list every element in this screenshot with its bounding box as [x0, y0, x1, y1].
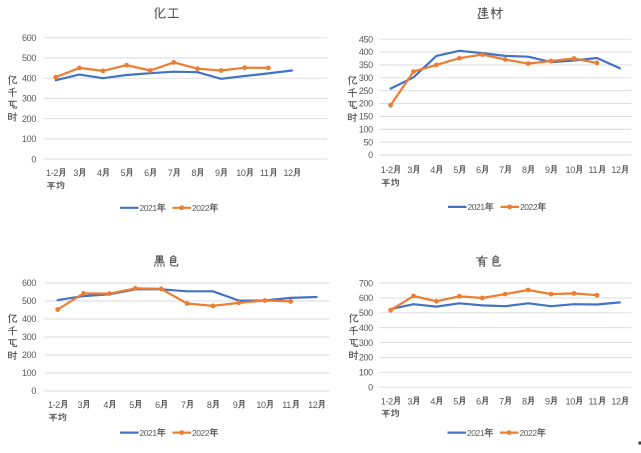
- svg-text:3: 3: [73, 168, 78, 178]
- svg-text:0: 0: [368, 382, 373, 392]
- svg-text:8: 8: [207, 400, 212, 410]
- svg-text:7: 7: [168, 168, 173, 178]
- svg-text:9: 9: [545, 396, 550, 406]
- svg-text:200: 200: [359, 99, 373, 109]
- svg-text:3: 3: [407, 165, 412, 175]
- svg-text:600: 600: [22, 278, 36, 288]
- svg-text:12: 12: [611, 165, 621, 175]
- svg-text:10: 10: [256, 400, 266, 410]
- svg-text:7: 7: [499, 396, 504, 406]
- svg-text:300: 300: [359, 73, 373, 83]
- svg-text:250: 250: [359, 86, 373, 96]
- svg-text:10: 10: [566, 165, 576, 175]
- svg-text:7: 7: [181, 400, 186, 410]
- svg-text:9: 9: [215, 168, 220, 178]
- svg-text:7: 7: [499, 165, 504, 175]
- svg-text:4: 4: [430, 165, 435, 175]
- svg-text:4: 4: [430, 396, 435, 406]
- svg-text:6: 6: [476, 396, 481, 406]
- svg-text:350: 350: [359, 60, 373, 70]
- svg-text:2021: 2021: [140, 428, 158, 438]
- svg-text:9: 9: [233, 400, 238, 410]
- svg-text:3: 3: [78, 400, 83, 410]
- svg-text:500: 500: [22, 53, 36, 63]
- svg-text:2022: 2022: [520, 202, 538, 212]
- svg-text:600: 600: [359, 293, 373, 303]
- svg-text:4: 4: [103, 400, 108, 410]
- svg-text:1-2: 1-2: [381, 396, 393, 406]
- svg-text:3: 3: [407, 396, 412, 406]
- svg-text:6: 6: [155, 400, 160, 410]
- svg-text:5: 5: [453, 165, 458, 175]
- svg-text:400: 400: [22, 314, 36, 324]
- svg-text:100: 100: [359, 124, 373, 134]
- svg-text:8: 8: [522, 396, 527, 406]
- svg-text:500: 500: [359, 308, 373, 318]
- svg-text:300: 300: [22, 332, 36, 342]
- svg-text:700: 700: [359, 278, 373, 288]
- svg-text:150: 150: [359, 112, 373, 122]
- svg-text:2022: 2022: [192, 428, 210, 438]
- svg-text:6: 6: [144, 168, 149, 178]
- svg-text:200: 200: [359, 353, 373, 363]
- svg-text:9: 9: [545, 165, 550, 175]
- svg-text:200: 200: [22, 114, 36, 124]
- svg-text:8: 8: [191, 168, 196, 178]
- svg-text:4: 4: [97, 168, 102, 178]
- svg-text:11: 11: [282, 400, 291, 410]
- svg-text:5: 5: [453, 396, 458, 406]
- svg-text:400: 400: [22, 73, 36, 83]
- svg-text:12: 12: [283, 168, 293, 178]
- svg-text:5: 5: [121, 168, 126, 178]
- svg-text:2021: 2021: [140, 203, 158, 213]
- svg-text:12: 12: [611, 396, 621, 406]
- svg-text:11: 11: [588, 396, 597, 406]
- svg-text:1-2: 1-2: [46, 168, 58, 178]
- svg-text:600: 600: [22, 33, 36, 43]
- svg-text:2022: 2022: [520, 428, 538, 438]
- svg-text:0: 0: [31, 154, 36, 164]
- svg-text:10: 10: [236, 168, 246, 178]
- svg-text:1-2: 1-2: [381, 165, 393, 175]
- svg-text:500: 500: [22, 296, 36, 306]
- svg-text:6: 6: [476, 165, 481, 175]
- svg-text:0: 0: [368, 150, 373, 160]
- svg-text:400: 400: [359, 47, 373, 57]
- svg-text:100: 100: [22, 368, 36, 378]
- svg-text:300: 300: [359, 338, 373, 348]
- svg-text:2021: 2021: [468, 202, 486, 212]
- svg-text:0: 0: [31, 386, 36, 396]
- svg-text:11: 11: [260, 168, 269, 178]
- svg-text:8: 8: [522, 165, 527, 175]
- svg-text:100: 100: [22, 134, 36, 144]
- svg-text:50: 50: [363, 137, 373, 147]
- svg-text:12: 12: [308, 400, 318, 410]
- svg-text:2021: 2021: [467, 428, 485, 438]
- svg-text:5: 5: [129, 400, 134, 410]
- svg-text:11: 11: [588, 165, 597, 175]
- svg-text:1-2: 1-2: [48, 400, 60, 410]
- svg-text:2022: 2022: [192, 203, 210, 213]
- svg-text:400: 400: [359, 323, 373, 333]
- svg-text:450: 450: [359, 34, 373, 44]
- svg-text:200: 200: [22, 350, 36, 360]
- svg-text:300: 300: [22, 94, 36, 104]
- svg-text:100: 100: [359, 368, 373, 378]
- svg-text:10: 10: [566, 396, 576, 406]
